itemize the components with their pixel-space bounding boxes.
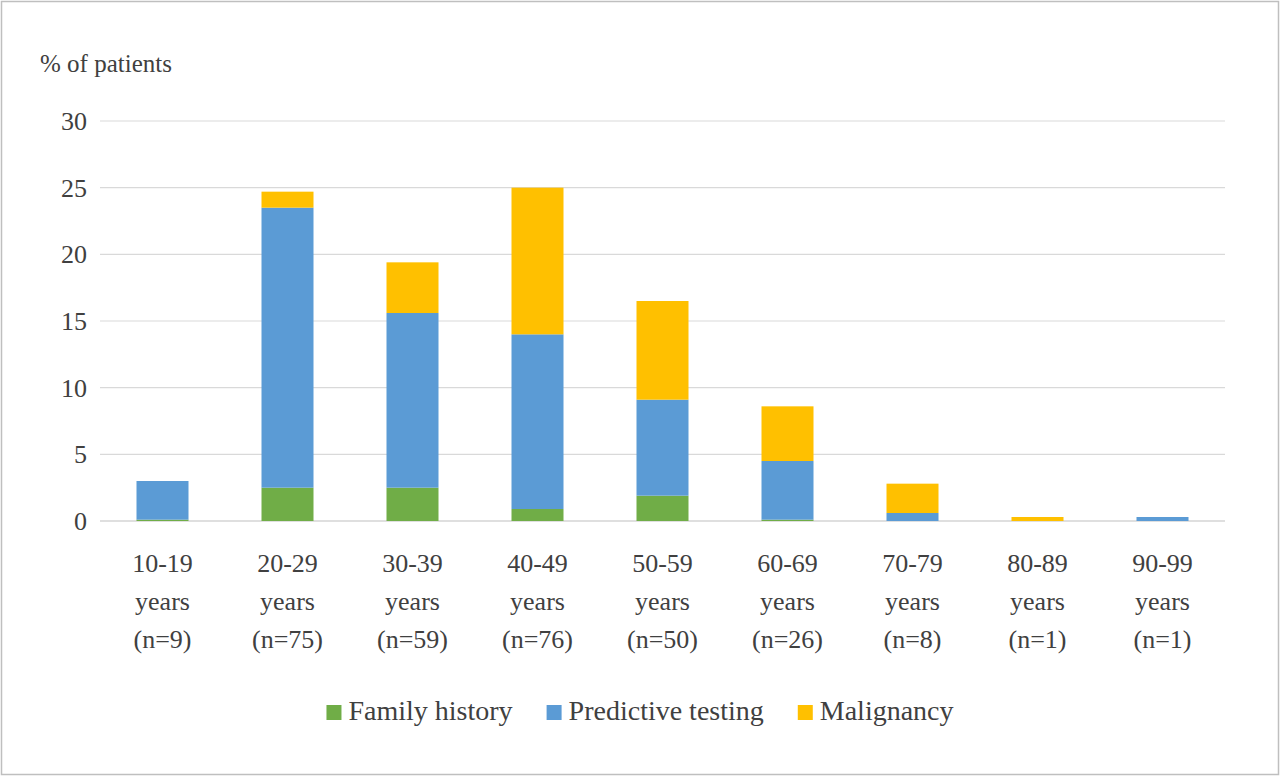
category-label-line: 30-39 xyxy=(382,549,443,578)
legend-swatch xyxy=(798,705,813,720)
bar xyxy=(1137,517,1189,521)
legend-swatch xyxy=(547,705,562,720)
category-label-line: 90-99 xyxy=(1132,549,1193,578)
category-label-line: years xyxy=(760,587,815,616)
tick-label: 30 xyxy=(61,107,87,136)
bar xyxy=(262,488,314,521)
grid-line xyxy=(100,120,1225,121)
category-label: 60-69 years (n=26) xyxy=(752,549,823,654)
bar xyxy=(512,509,564,521)
bar xyxy=(387,488,439,521)
bar xyxy=(262,192,314,208)
bar xyxy=(137,481,189,482)
bar xyxy=(637,496,689,521)
tick-label: 10 xyxy=(61,374,87,403)
category-label-line: (n=76) xyxy=(502,625,573,654)
category-label-line: (n=75) xyxy=(252,625,323,654)
legend-label: Family history xyxy=(348,695,512,726)
bar xyxy=(762,461,814,520)
tick-label: 25 xyxy=(61,174,87,203)
category-label-line: 40-49 xyxy=(507,549,568,578)
category-label-line: years xyxy=(260,587,315,616)
category-label-line: years xyxy=(1010,587,1065,616)
category-label: 20-29 years (n=75) xyxy=(252,549,323,654)
grid-line xyxy=(100,187,1225,188)
category-label-line: 20-29 xyxy=(257,549,318,578)
bars xyxy=(137,188,1189,521)
tick-label: 15 xyxy=(61,307,87,336)
legend-item: Predictive testing xyxy=(547,695,764,726)
tick-label: 5 xyxy=(74,440,87,469)
bar xyxy=(1012,517,1064,521)
category-label-line: (n=1) xyxy=(1134,625,1192,654)
category-label-line: 70-79 xyxy=(882,549,943,578)
axis-label: % of patients xyxy=(40,50,172,77)
category-label-line: 50-59 xyxy=(632,549,693,578)
category-label-line: (n=8) xyxy=(884,625,942,654)
bar xyxy=(762,406,814,461)
legend: Family history Predictive testing Malignan… xyxy=(326,695,953,726)
bar xyxy=(637,301,689,400)
category-label-line: 10-19 xyxy=(132,549,193,578)
bar xyxy=(1137,517,1189,518)
category-label-line: 80-89 xyxy=(1007,549,1068,578)
bar xyxy=(262,208,314,488)
category-label: 30-39 years (n=59) xyxy=(377,549,448,654)
legend-item: Family history xyxy=(326,695,512,726)
bar xyxy=(137,481,189,520)
category-label-line: (n=9) xyxy=(134,625,192,654)
category-label-line: years xyxy=(385,587,440,616)
bar xyxy=(637,400,689,496)
bar xyxy=(137,520,189,521)
category-label-line: years xyxy=(510,587,565,616)
bar xyxy=(887,484,939,513)
category-label: 80-89 years (n=1) xyxy=(1007,549,1068,654)
bar xyxy=(512,188,564,335)
category-label-line: (n=26) xyxy=(752,625,823,654)
bar xyxy=(512,334,564,509)
category-label-line: (n=50) xyxy=(627,625,698,654)
category-label: 50-59 years (n=50) xyxy=(627,549,698,654)
bar xyxy=(387,262,439,313)
category-label-line: (n=1) xyxy=(1009,625,1067,654)
legend-label: Malignancy xyxy=(820,695,954,726)
chart: 0 5 10 15 20 25 30 % of patients 10-19 years (n=9)… xyxy=(0,0,1280,776)
legend-item: Malignancy xyxy=(798,695,954,726)
category-label-line: years xyxy=(885,587,940,616)
frame xyxy=(2,2,1279,775)
category-label-line: years xyxy=(1135,587,1190,616)
bar xyxy=(887,513,939,521)
tick-label: 20 xyxy=(61,240,87,269)
category-label: 90-99 years (n=1) xyxy=(1132,549,1193,654)
category-label-line: years xyxy=(635,587,690,616)
category-label: 40-49 years (n=76) xyxy=(502,549,573,654)
category-label: 10-19 years (n=9) xyxy=(132,549,193,654)
legend-label: Predictive testing xyxy=(569,695,764,726)
category-label: 70-79 years (n=8) xyxy=(882,549,943,654)
category-label-line: (n=59) xyxy=(377,625,448,654)
bar xyxy=(387,313,439,488)
category-label-line: years xyxy=(135,587,190,616)
category-label-line: 60-69 xyxy=(757,549,818,578)
legend-swatch xyxy=(326,705,341,720)
tick-label: 0 xyxy=(74,507,87,536)
bar xyxy=(762,520,814,521)
